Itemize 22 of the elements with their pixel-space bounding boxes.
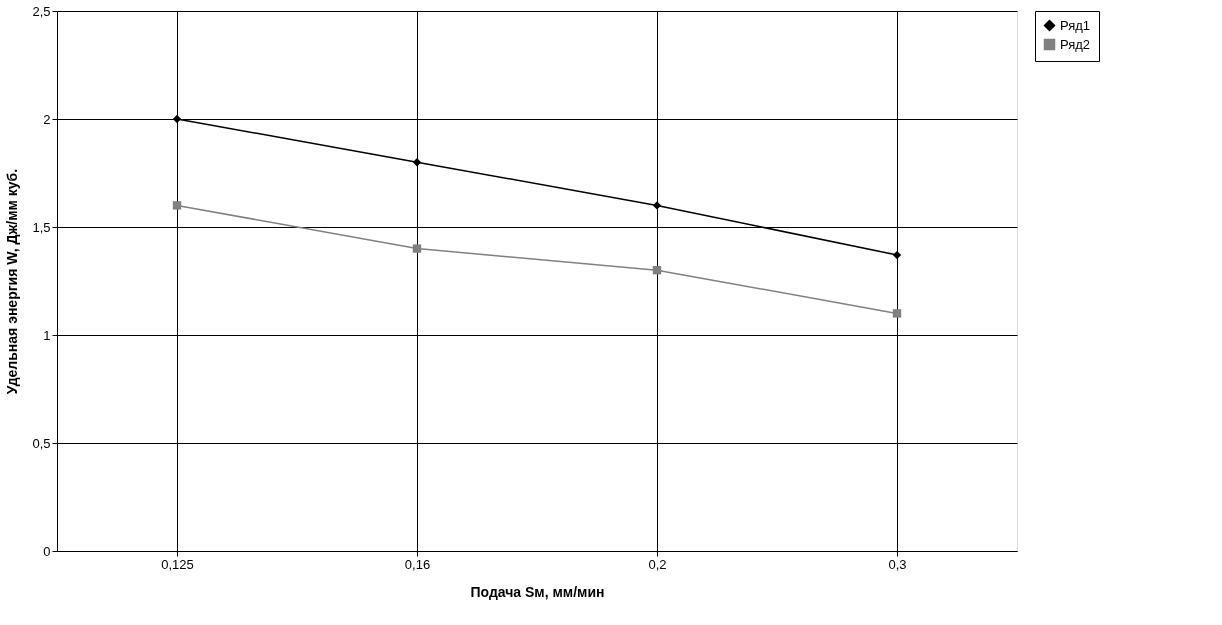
x-tick-label: 0,125 xyxy=(161,556,194,572)
point xyxy=(412,244,422,253)
x-tick-label: 0,2 xyxy=(648,556,667,572)
y-axis-title: Удельная энергия W, Дж/мм куб. xyxy=(4,168,21,395)
point xyxy=(652,266,662,275)
y-tick-label: 0,5 xyxy=(32,435,51,451)
x-axis-title: Подача Sм, мм/мин xyxy=(470,583,605,600)
y-tick-label: 0 xyxy=(43,543,51,559)
point xyxy=(172,201,182,210)
x-tick-label: 0,16 xyxy=(404,556,431,572)
point xyxy=(892,309,902,318)
y-tick-label: 1 xyxy=(43,327,51,343)
legend-label: Ряд2 xyxy=(1060,36,1091,52)
x-tick-label: 0,3 xyxy=(888,556,907,572)
point xyxy=(892,250,902,260)
y-tick-label: 2 xyxy=(43,111,51,127)
y-tick-label: 2,5 xyxy=(32,3,51,19)
point xyxy=(172,114,182,124)
legend-label: Ряд1 xyxy=(1060,17,1091,33)
y-tick-label: 1,5 xyxy=(32,219,51,235)
point xyxy=(652,201,662,210)
point xyxy=(412,158,422,167)
